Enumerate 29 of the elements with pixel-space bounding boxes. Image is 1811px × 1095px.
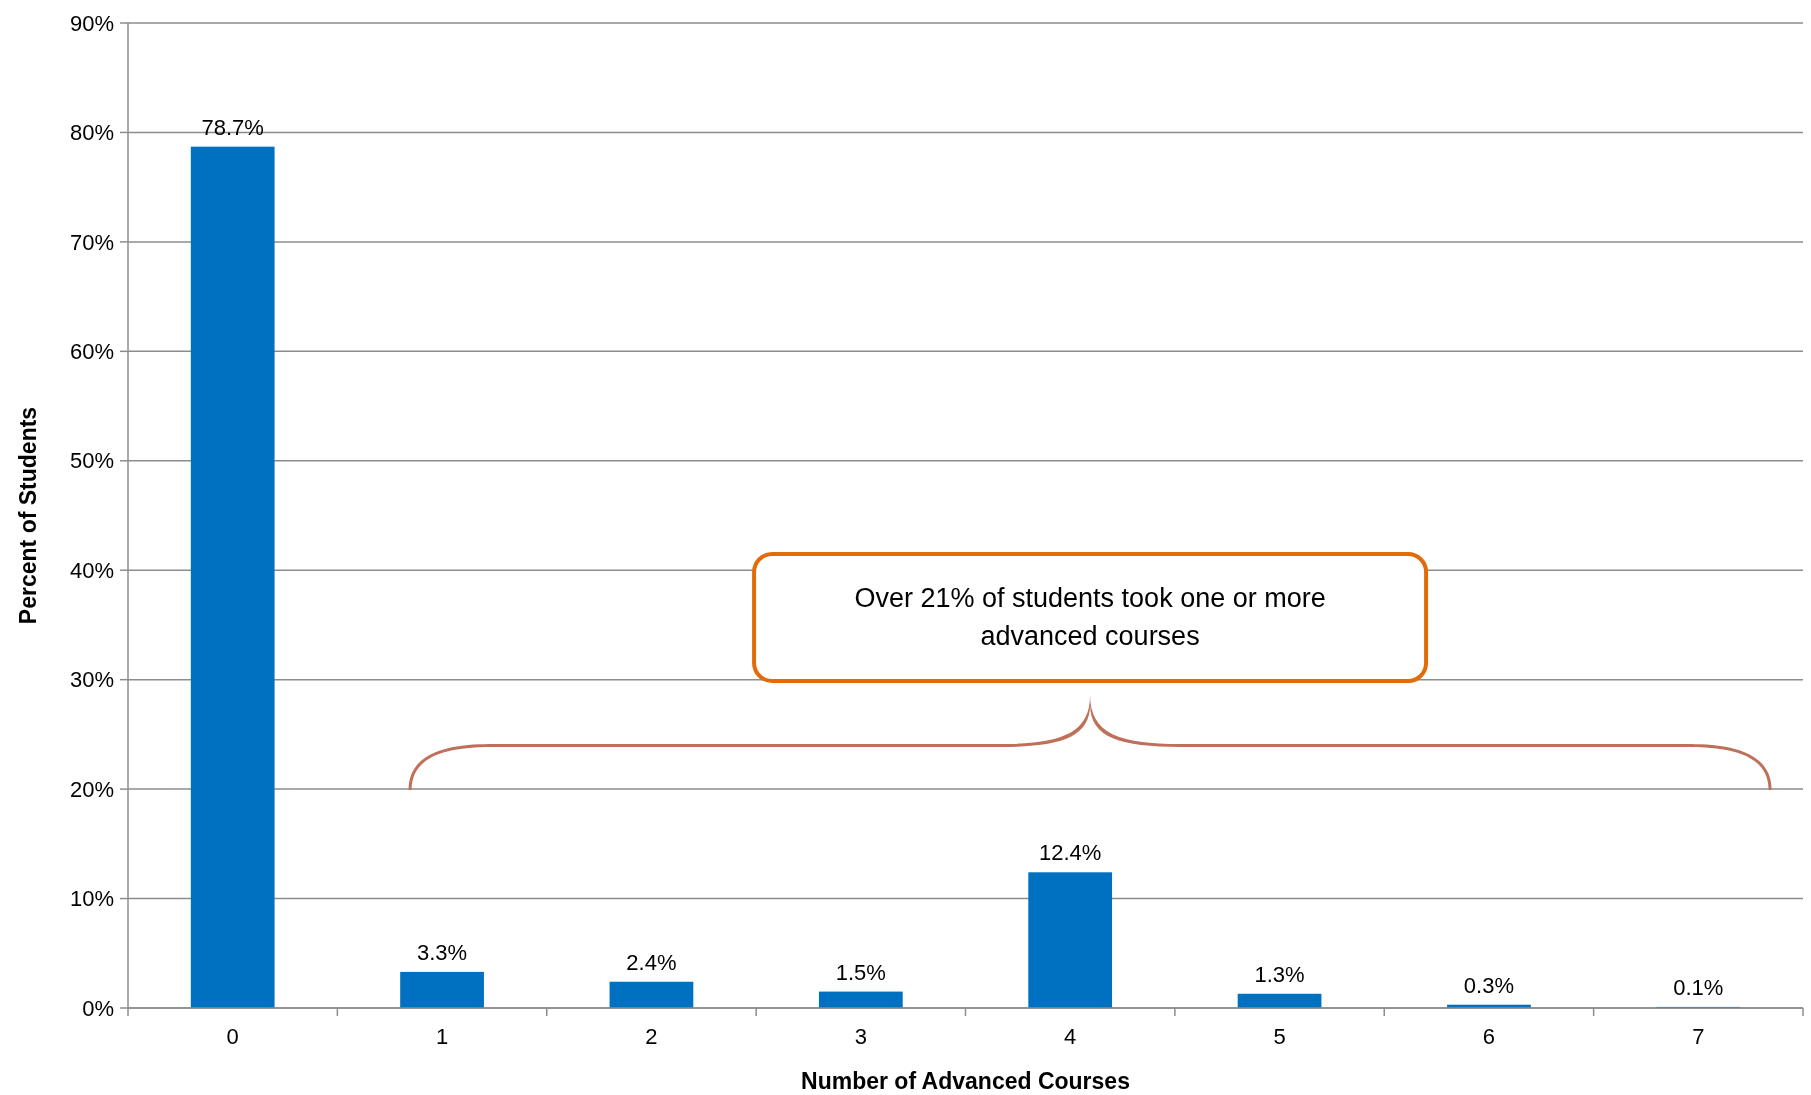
x-tick-label: 5 xyxy=(1273,1024,1286,1049)
x-tick-label: 6 xyxy=(1482,1024,1496,1049)
y-tick-label: 10% xyxy=(69,886,114,912)
y-tick-label: 20% xyxy=(69,776,114,802)
data-label: 1.3% xyxy=(1254,961,1305,987)
y-tick-label: 40% xyxy=(69,557,114,583)
y-tick-label: 70% xyxy=(69,229,114,255)
x-tick-label: 0 xyxy=(226,1024,239,1049)
x-tick-label: 4 xyxy=(1064,1024,1077,1049)
y-tick-label: 90% xyxy=(69,10,114,36)
data-label: 78.7% xyxy=(201,114,264,140)
data-label: 0.1% xyxy=(1673,974,1724,1000)
y-tick-label: 80% xyxy=(69,120,114,146)
x-tick-label: 2 xyxy=(645,1024,658,1049)
x-tick-label: 1 xyxy=(435,1024,449,1049)
x-tick-label: 3 xyxy=(854,1024,867,1049)
annotation: Over 21% of students took one or more advanced courses xyxy=(854,583,1326,652)
y-axis-title: Percent of Students xyxy=(15,406,41,625)
x-axis-title: Number of Advanced Courses xyxy=(801,1068,1130,1094)
data-label: 1.5% xyxy=(835,959,886,985)
x-tick-label: 7 xyxy=(1692,1024,1705,1049)
data-label: 2.4% xyxy=(626,949,677,975)
data-label: 0.3% xyxy=(1463,972,1515,998)
y-tick-label: 30% xyxy=(69,667,114,693)
y-tick-label: 50% xyxy=(69,448,114,474)
data-label: 12.4% xyxy=(1038,840,1102,866)
data-label: 3.3% xyxy=(416,939,468,965)
y-tick-label: 60% xyxy=(69,339,114,365)
y-tick-label: 0% xyxy=(82,995,114,1021)
